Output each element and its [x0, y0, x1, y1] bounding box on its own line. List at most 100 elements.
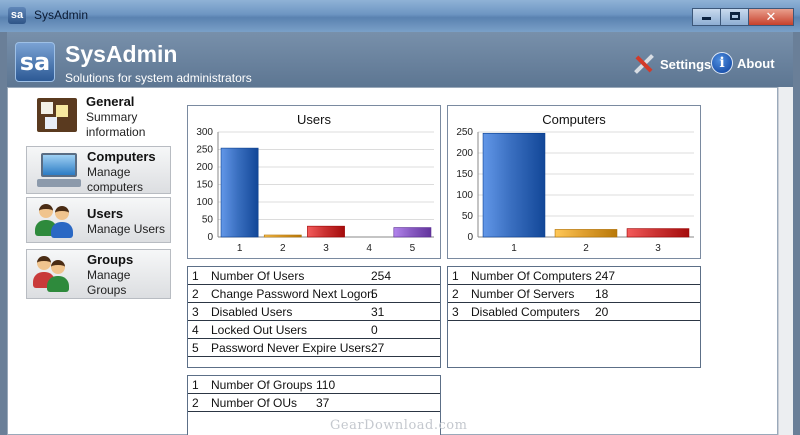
- row-label: Number Of Computers: [471, 269, 592, 283]
- row-index: 2: [452, 287, 459, 301]
- x-tick-label: 3: [655, 243, 661, 254]
- row-label: Change Password Next Logon: [211, 287, 374, 301]
- x-tick-label: 2: [280, 243, 286, 254]
- computers-chart-panel: Computers 0 50 100 150 200 250 1 2 3: [447, 105, 701, 259]
- sidebar-item-groups[interactable]: Groups Manage Groups: [26, 249, 171, 299]
- row-index: 4: [192, 323, 199, 337]
- y-tick-label: 100: [196, 197, 213, 208]
- x-tick-label: 5: [410, 243, 416, 254]
- y-tick-label: 300: [196, 127, 213, 138]
- minimize-icon: [702, 17, 711, 20]
- y-tick-label: 0: [467, 232, 473, 243]
- table-row[interactable]: 2 Number Of Servers 18: [448, 285, 700, 303]
- row-index: 3: [192, 305, 199, 319]
- computer-icon: [35, 151, 83, 191]
- y-tick-label: 0: [207, 232, 213, 243]
- sidebar-item-general[interactable]: General Summary information: [26, 92, 171, 140]
- row-index: 2: [192, 396, 199, 410]
- sidebar-item-desc: Manage: [87, 165, 131, 179]
- row-label: Password Never Expire Users: [211, 341, 372, 355]
- app-icon: sa: [8, 7, 26, 24]
- row-value: 0: [371, 323, 378, 337]
- y-tick-label: 150: [456, 169, 473, 180]
- row-index: 1: [452, 269, 459, 283]
- y-tick-label: 50: [462, 211, 474, 222]
- bulletin-board-icon: [34, 96, 82, 136]
- bar-2[interactable]: [554, 229, 618, 238]
- settings-label: Settings: [660, 56, 712, 72]
- table-row[interactable]: 5 Password Never Expire Users 27: [188, 339, 440, 357]
- row-label: Number Of Servers: [471, 287, 575, 301]
- row-value: 37: [316, 396, 330, 410]
- sidebar-item-desc: computers: [87, 180, 144, 194]
- table-row[interactable]: 1 Number Of Users 254: [188, 267, 440, 285]
- x-tick-label: 3: [323, 243, 329, 254]
- about-label: About: [737, 55, 775, 71]
- row-index: 2: [192, 287, 199, 301]
- x-tick-label: 2: [583, 243, 589, 254]
- x-tick-label: 4: [366, 243, 372, 254]
- x-tick-label: 1: [237, 243, 243, 254]
- chart-title: Computers: [542, 112, 606, 127]
- row-label: Number Of OUs: [211, 396, 298, 410]
- table-row[interactable]: 1 Number Of Groups 110: [188, 376, 440, 394]
- close-button[interactable]: ✕: [748, 8, 794, 26]
- window-title: SysAdmin: [34, 8, 89, 22]
- row-value: 27: [371, 341, 385, 355]
- table-row[interactable]: 1 Number Of Computers 247: [448, 267, 700, 285]
- table-row[interactable]: 2 Change Password Next Logon 5: [188, 285, 440, 303]
- minimize-button[interactable]: [692, 8, 720, 26]
- computers-chart: 0 50 100 150 200 250 1 2 3: [456, 127, 694, 254]
- row-value: 254: [371, 269, 392, 283]
- maximize-button[interactable]: [720, 8, 748, 26]
- bar-1[interactable]: [220, 147, 259, 238]
- bar-5[interactable]: [393, 227, 432, 238]
- row-index: 1: [192, 269, 199, 283]
- users-chart-panel: Users 0 50 100 150 200 250 300 1 2 3 4 5: [187, 105, 441, 259]
- y-tick-label: 250: [456, 127, 473, 138]
- row-value: 18: [595, 287, 609, 301]
- info-icon: i: [711, 52, 733, 74]
- table-row[interactable]: 4 Locked Out Users 0: [188, 321, 440, 339]
- sidebar-item-computers[interactable]: Computers Manage computers: [26, 146, 171, 194]
- bar-3[interactable]: [626, 228, 690, 238]
- row-index: 1: [192, 378, 199, 392]
- sidebar-item-title: General: [86, 94, 135, 109]
- table-row[interactable]: 3 Disabled Users 31: [188, 303, 440, 321]
- settings-tools-icon: [632, 52, 656, 76]
- chart-title: Users: [297, 112, 331, 127]
- row-value: 5: [371, 287, 378, 301]
- sidebar-item-desc: Summary: [86, 110, 138, 124]
- bar-2[interactable]: [263, 234, 302, 238]
- y-tick-label: 200: [196, 162, 213, 173]
- app-header: sa SysAdmin Solutions for system adminis…: [7, 32, 793, 87]
- vertical-scrollbar[interactable]: [778, 87, 793, 435]
- bar-3[interactable]: [307, 225, 345, 238]
- y-tick-label: 200: [456, 148, 473, 159]
- sidebar-item-desc: information: [86, 125, 146, 139]
- sidebar-item-title: Users: [87, 206, 124, 221]
- sidebar-item-users[interactable]: Users Manage Users: [26, 197, 171, 243]
- window-titlebar[interactable]: sa SysAdmin ✕: [0, 0, 800, 32]
- users-chart: 0 50 100 150 200 250 300 1 2 3 4 5: [196, 127, 434, 254]
- row-value: 31: [371, 305, 385, 319]
- row-label: Disabled Users: [211, 305, 293, 319]
- y-tick-label: 50: [202, 215, 214, 226]
- app-subtitle: Solutions for system administrators: [65, 71, 252, 85]
- maximize-icon: [729, 12, 740, 20]
- sidebar-item-title: Computers: [87, 149, 156, 164]
- users-summary-table: 1 Number Of Users 254 2 Change Password Nex…: [187, 266, 441, 368]
- table-row[interactable]: 2 Number Of OUs 37: [188, 394, 440, 412]
- bar-1[interactable]: [482, 132, 546, 238]
- sidebar-item-title: Groups: [87, 252, 134, 267]
- groups-icon: [33, 254, 83, 294]
- watermark: GearDownload.com: [330, 418, 468, 433]
- about-button[interactable]: i About: [711, 52, 775, 74]
- y-tick-label: 100: [456, 190, 473, 201]
- row-label: Disabled Computers: [471, 305, 580, 319]
- table-row[interactable]: 3 Disabled Computers 20: [448, 303, 700, 321]
- users-icon: [35, 202, 83, 242]
- row-index: 3: [452, 305, 459, 319]
- sidebar-item-desc: Manage Users: [87, 222, 166, 236]
- settings-button[interactable]: Settings: [632, 52, 711, 76]
